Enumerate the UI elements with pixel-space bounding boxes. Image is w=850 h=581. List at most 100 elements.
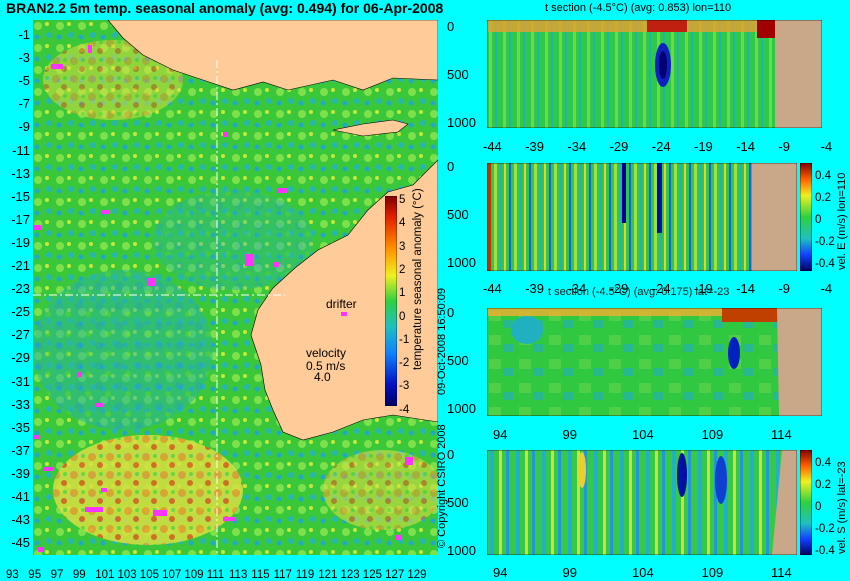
lat-tick-label: -29 bbox=[11, 350, 30, 366]
panel3-x-tick: 104 bbox=[632, 427, 654, 442]
panel3-title: t section (-4.5°C) (avg: 0.175) lat=-23 bbox=[548, 286, 730, 298]
lat-tick-label: -39 bbox=[11, 465, 30, 481]
copyright-text: © Copyright CSIRO 2008 bbox=[436, 424, 448, 548]
colorbar-tick-label: 5 bbox=[399, 194, 406, 206]
panel2-x-tick: -19 bbox=[694, 281, 713, 296]
main-map bbox=[33, 20, 438, 555]
panel1-y-tick: 0 bbox=[447, 19, 455, 34]
panel3-x-tick: 99 bbox=[562, 427, 577, 442]
panel3-x-tick: 94 bbox=[493, 427, 508, 442]
lat-tick-label: -13 bbox=[11, 165, 30, 181]
lon-tick-label: 107 bbox=[162, 569, 182, 581]
lon-tick-label: 117 bbox=[273, 569, 292, 581]
panel1-x-tick: -24 bbox=[651, 139, 671, 154]
velocity-value: 4.0 bbox=[314, 370, 331, 384]
lon-tick-label: 119 bbox=[295, 569, 315, 581]
lat-tick-label: -11 bbox=[12, 142, 30, 158]
colorbar-tick-label: -4 bbox=[399, 403, 410, 416]
panel2-colorbar-tick: -0.2 bbox=[815, 236, 835, 248]
panel1-x-tick: -44 bbox=[483, 139, 502, 154]
panel3-y-tick: 500 bbox=[447, 353, 469, 368]
panel4-colorbar-tick: -0.2 bbox=[815, 523, 835, 535]
panel2-colorbar-tick: 0 bbox=[815, 214, 822, 226]
cool-anomaly-west bbox=[33, 270, 213, 430]
panel4-colorbar-tick: 0.2 bbox=[815, 479, 831, 491]
panel4-colorbar-tick: 0.4 bbox=[815, 457, 831, 469]
panel2-section bbox=[487, 163, 797, 271]
panel2-x-tick: -4 bbox=[820, 281, 833, 296]
colorbar-tick-label: -1 bbox=[399, 333, 410, 346]
panel1-x-tick: -29 bbox=[609, 139, 629, 154]
lat-tick-label: -45 bbox=[11, 535, 30, 551]
panel4-x-tick: 104 bbox=[632, 565, 654, 580]
lat-tick-label: -35 bbox=[11, 419, 30, 435]
panel1-title: t section (-4.5°C) (avg: 0.853) lon=110 bbox=[545, 2, 732, 14]
panel3-y-tick: 1000 bbox=[447, 401, 476, 416]
warm-anomaly-north bbox=[43, 40, 183, 120]
panel2-x-tick: -39 bbox=[525, 281, 544, 296]
lat-tick-label: -37 bbox=[11, 442, 30, 458]
land-timor bbox=[332, 119, 409, 137]
panel1-y-tick: 1000 bbox=[447, 115, 476, 130]
panel2-x-tick: -29 bbox=[609, 281, 629, 296]
main-colorbar-label: temperature seasonal anomaly (°C) bbox=[412, 188, 424, 370]
panel1-x-tick: -19 bbox=[694, 139, 713, 154]
panel3-x-tick: 109 bbox=[701, 427, 724, 442]
lat-tick-label: -25 bbox=[11, 304, 30, 320]
velocity-label: velocity bbox=[306, 346, 347, 360]
panel4-y-tick: 0 bbox=[447, 447, 455, 462]
lat-tick-label: -19 bbox=[11, 234, 30, 250]
lat-tick-label: -17 bbox=[11, 211, 30, 227]
colorbar-tick-label: 0 bbox=[399, 310, 406, 323]
panel2-colorbar-tick: 0.4 bbox=[815, 170, 831, 182]
lon-tick-label: 105 bbox=[139, 569, 159, 581]
lon-tick-label: 113 bbox=[229, 569, 248, 581]
panel1-x-tick: -39 bbox=[525, 139, 544, 154]
drifter-label: drifter bbox=[326, 297, 357, 311]
panel2-x-tick: -44 bbox=[483, 281, 502, 296]
lon-tick-label: 127 bbox=[385, 569, 405, 581]
panel4-colorbar-label: vel. S (m/s) lat=-23 bbox=[836, 461, 848, 554]
lon-tick-label: 111 bbox=[206, 569, 225, 581]
panel4-y-tick: 1000 bbox=[447, 543, 476, 558]
lon-tick-label: 101 bbox=[95, 569, 115, 581]
panel3-x-tick: 114 bbox=[771, 427, 792, 442]
lon-tick-label: 95 bbox=[28, 569, 42, 581]
colorbar-tick-label: 1 bbox=[399, 287, 406, 300]
warm-anomaly-southeast bbox=[323, 450, 438, 530]
panel2-y-tick: 1000 bbox=[447, 255, 476, 270]
panel4-x-tick: 99 bbox=[562, 565, 577, 580]
warm-anomaly-south bbox=[53, 435, 243, 545]
panel2-colorbar bbox=[800, 163, 812, 271]
lat-tick-label: -5 bbox=[18, 73, 30, 89]
panel1-x-tick: -4 bbox=[820, 139, 833, 154]
panel4-y-tick: 500 bbox=[447, 495, 469, 510]
panel4-section bbox=[487, 450, 797, 555]
lat-tick-label: -23 bbox=[11, 281, 30, 297]
lon-tick-label: 109 bbox=[184, 569, 204, 581]
colorbar-tick-label: 2 bbox=[399, 263, 406, 276]
panel1-section bbox=[487, 20, 822, 128]
lat-tick-label: -27 bbox=[11, 327, 30, 343]
lat-tick-label: -3 bbox=[18, 50, 30, 66]
panel1-x-tick: -14 bbox=[736, 139, 755, 154]
lon-tick-label: 93 bbox=[6, 569, 19, 581]
page-title: BRAN2.2 5m temp. seasonal anomaly (avg: … bbox=[6, 0, 444, 16]
colorbar-tick-label: 3 bbox=[399, 240, 406, 253]
panel4-colorbar-tick: -0.4 bbox=[815, 545, 835, 557]
panel4-colorbar-tick: 0 bbox=[815, 501, 822, 513]
panel2-colorbar-tick: -0.4 bbox=[815, 258, 835, 270]
lat-tick-label: -15 bbox=[11, 188, 30, 204]
drifter-markers bbox=[33, 45, 413, 552]
panel2-y-tick: 500 bbox=[447, 207, 469, 222]
land-indonesia bbox=[107, 20, 438, 91]
lat-tick-label: -9 bbox=[18, 119, 30, 135]
panel2-x-tick: -34 bbox=[567, 281, 587, 296]
panel2-y-tick: 0 bbox=[447, 159, 455, 174]
lat-tick-label: -31 bbox=[11, 373, 30, 389]
panel3-y-tick: 0 bbox=[447, 305, 455, 320]
lon-tick-label: 121 bbox=[318, 569, 338, 581]
lat-tick-label: -1 bbox=[18, 27, 30, 42]
panel1-y-tick: 500 bbox=[447, 67, 469, 82]
panel1-x-tick: -9 bbox=[778, 139, 790, 154]
